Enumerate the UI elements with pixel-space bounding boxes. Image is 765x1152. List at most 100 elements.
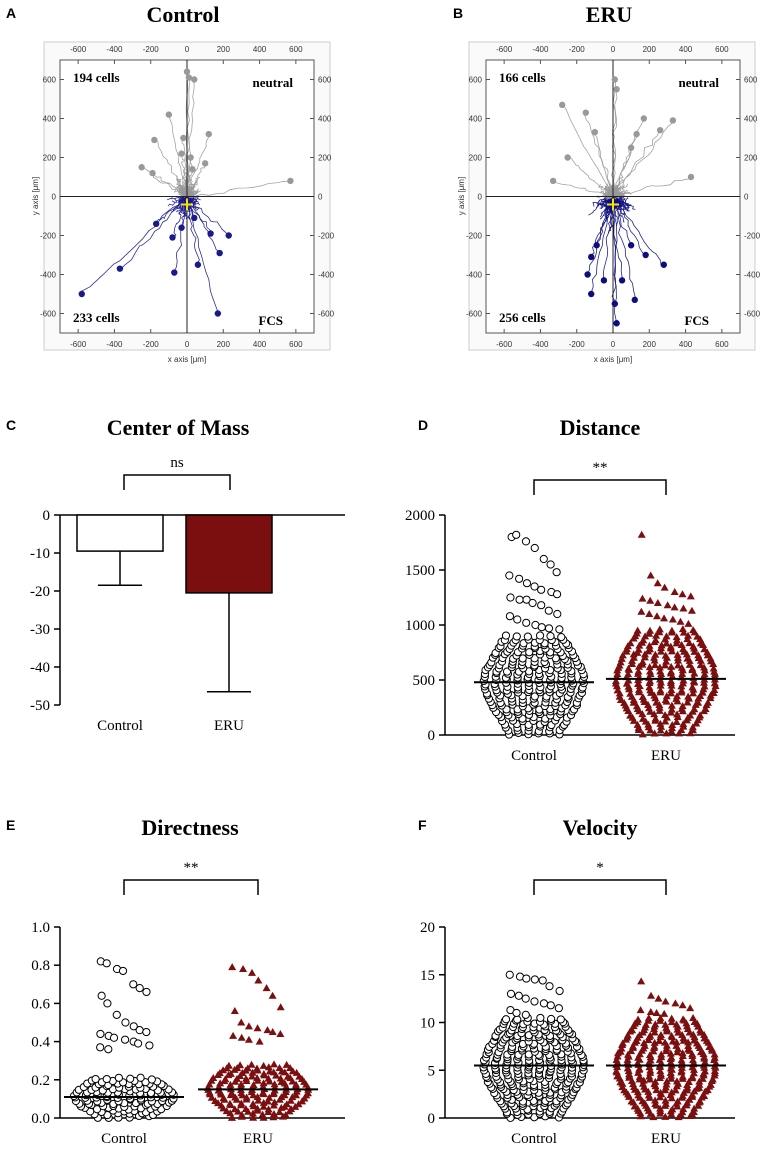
x-category-label: ERU xyxy=(243,1131,273,1147)
data-point-eru xyxy=(661,696,670,704)
data-point-eru xyxy=(650,1042,659,1050)
y-tick-label: 0.0 xyxy=(31,1111,50,1127)
panel-label-d: D xyxy=(418,417,428,433)
data-point-control xyxy=(552,590,562,599)
data-point-eru xyxy=(624,664,633,672)
y-tick-label: -20 xyxy=(30,584,50,600)
endpoint-neutral xyxy=(165,111,173,118)
data-point-eru xyxy=(667,701,676,709)
x-tick-label-bottom: -600 xyxy=(70,340,87,349)
data-point-eru xyxy=(667,662,676,670)
data-point-control xyxy=(522,579,532,588)
data-point-control xyxy=(136,1073,145,1082)
data-point-eru xyxy=(656,726,665,734)
data-point-eru xyxy=(688,664,697,672)
data-point-eru xyxy=(667,705,676,713)
data-point-eru xyxy=(684,1042,693,1050)
data-point-control xyxy=(522,618,531,627)
data-point-control xyxy=(538,976,547,985)
trajectory-plot-a: -600 -600 -600 -600 -400 -400 -400 -400 -200 -200… xyxy=(40,45,335,349)
data-point-control xyxy=(521,994,530,1003)
data-point-eru xyxy=(673,650,682,658)
data-point-eru xyxy=(270,1098,279,1106)
bar-plot-c: 0 -10 -20 -30 -40 -50 Control ERU ns xyxy=(30,455,345,734)
data-point-eru xyxy=(688,1072,697,1080)
data-point-eru xyxy=(661,1020,670,1028)
data-point-eru xyxy=(288,1093,297,1101)
data-point-eru xyxy=(637,977,646,985)
y-tick-label-right: -200 xyxy=(744,232,761,241)
data-point-eru xyxy=(672,1020,681,1028)
significance-label: * xyxy=(596,860,604,876)
y-tick-label-right: -600 xyxy=(318,310,335,319)
data-point-control xyxy=(530,692,539,701)
data-point-eru xyxy=(247,1072,256,1080)
y-tick-label-left: 200 xyxy=(469,154,483,163)
data-point-eru xyxy=(275,1108,284,1116)
data-point-eru xyxy=(700,682,709,690)
data-point-eru xyxy=(689,689,698,697)
data-point-eru xyxy=(684,1078,693,1086)
x-tick-label-top: 400 xyxy=(679,45,693,54)
data-point-eru xyxy=(646,707,655,715)
endpoint-fcs xyxy=(216,249,223,257)
data-point-eru xyxy=(698,1074,707,1082)
significance-bracket xyxy=(123,879,259,895)
plot-b-bottom-right-label: FCS xyxy=(684,313,709,328)
endpoint-neutral xyxy=(187,154,194,161)
data-point-eru xyxy=(678,1030,687,1038)
data-point-eru xyxy=(673,710,682,718)
data-point-eru xyxy=(710,1050,719,1058)
significance-label: ns xyxy=(170,455,184,471)
data-point-eru xyxy=(635,685,644,693)
x-tick-label-bottom: -400 xyxy=(106,340,123,349)
y-tick-label: 10 xyxy=(420,1016,435,1032)
y-tick-label: 15 xyxy=(420,968,435,984)
x-tick-label-top: 0 xyxy=(185,45,190,54)
bar-eru xyxy=(185,514,273,594)
data-point-eru xyxy=(650,710,659,718)
trajectory-neutral xyxy=(612,146,630,197)
data-point-control xyxy=(530,975,539,984)
data-point-eru xyxy=(214,1082,223,1090)
data-point-eru xyxy=(265,1067,274,1075)
data-point-eru xyxy=(638,594,647,602)
endpoint-neutral xyxy=(149,169,156,177)
panel-c-title: Center of Mass xyxy=(107,415,250,440)
data-point-eru xyxy=(652,1008,661,1016)
data-point-eru xyxy=(688,723,697,731)
x-tick-label-top: -600 xyxy=(496,45,513,54)
data-point-control xyxy=(126,1074,135,1083)
data-point-control xyxy=(109,1033,119,1042)
data-point-eru xyxy=(263,1097,272,1105)
endpoint-fcs xyxy=(618,277,626,284)
endpoint-fcs xyxy=(178,224,185,231)
data-point-control xyxy=(135,1026,144,1035)
scatter-plot-f: 0 5 10 15 20 Control ERU * xyxy=(420,860,735,1147)
data-point-eru xyxy=(612,1067,621,1075)
data-point-eru xyxy=(637,530,646,538)
data-point-control xyxy=(521,1010,530,1019)
data-point-eru xyxy=(656,667,665,675)
data-point-eru xyxy=(653,579,662,587)
endpoint-fcs xyxy=(613,320,620,327)
data-point-eru xyxy=(651,636,660,644)
trajectory-fcs xyxy=(590,196,614,296)
data-point-eru xyxy=(671,999,680,1007)
x-tick-label-top: 600 xyxy=(715,45,729,54)
data-point-eru xyxy=(678,1001,687,1009)
data-point-eru xyxy=(661,711,670,719)
trajectory-neutral xyxy=(554,182,614,197)
data-point-eru xyxy=(258,1089,267,1097)
data-point-eru xyxy=(656,1014,665,1022)
x-tick-label-bottom: 600 xyxy=(715,340,729,349)
data-point-eru xyxy=(685,639,694,647)
data-point-eru xyxy=(677,686,686,694)
x-tick-label-top: 600 xyxy=(289,45,303,54)
x-category-label: Control xyxy=(101,1131,147,1147)
data-point-control xyxy=(539,554,548,564)
data-point-eru xyxy=(651,1077,660,1085)
y-axis-label-a: y axis [μm] xyxy=(31,177,40,215)
endpoint-fcs xyxy=(214,310,222,317)
data-point-eru xyxy=(646,571,655,579)
